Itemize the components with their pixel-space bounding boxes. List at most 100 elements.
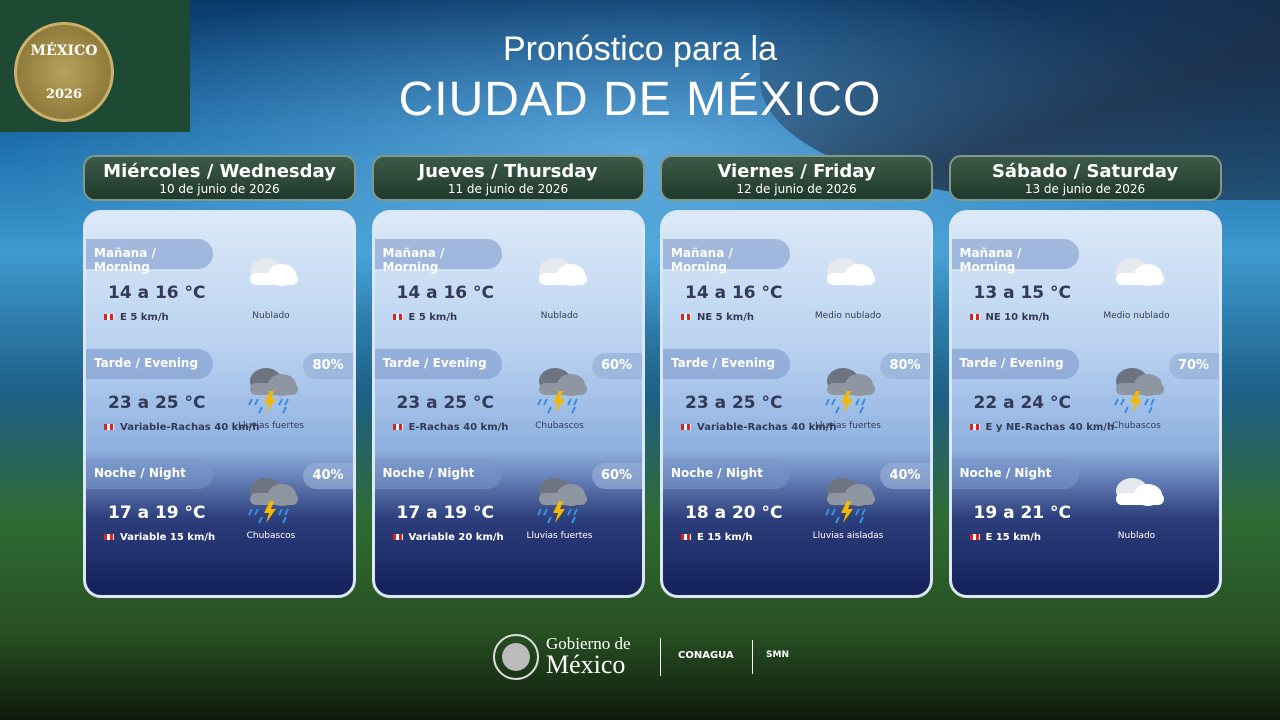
sky-condition: Chubascos: [1112, 421, 1161, 431]
period: Noche / Night 19 a 21 °C E 15 km/h Nublado: [951, 459, 1219, 569]
wind: E y NE-Rachas 40 km/h: [985, 422, 1115, 433]
weather-icon: [538, 258, 587, 286]
wind-row: E 15 km/h: [969, 532, 1042, 543]
seal: [493, 634, 539, 680]
sky-condition: Nublado: [1117, 531, 1156, 541]
title-line1: Pronóstico para la: [502, 30, 778, 68]
temperature: 23 a 25 °C: [108, 393, 206, 413]
wind-sock: [392, 534, 403, 540]
weather-icon: [248, 368, 298, 414]
rain-probability: 40%: [303, 463, 353, 489]
day-name: Jueves / Thursday: [418, 161, 598, 182]
day-header: Jueves / Thursday 11 de junio de 2026: [371, 155, 645, 201]
period: Tarde / Evening 23 a 25 °C Variable-Rachas…: [86, 349, 353, 459]
gov-line1: Gobierno de: [546, 634, 631, 653]
wind-row: E 5 km/h: [392, 312, 457, 323]
period-label: Mañana / Morning: [951, 239, 1079, 274]
temperature: 14 a 16 °C: [685, 283, 783, 303]
wind-row: Variable 20 km/h: [392, 532, 504, 543]
sky-condition: Lluvias fuertes: [815, 421, 881, 431]
weather-icon: [1113, 368, 1164, 414]
period: Noche / Night 18 a 20 °C E 15 km/h Lluvias …: [663, 459, 930, 569]
period-label: Noche / Night: [663, 459, 790, 489]
day-card: Mañana / Morning 14 a 16 °C NE 5 km/h Medio…: [660, 210, 933, 598]
temperature: 23 a 25 °C: [396, 393, 495, 413]
sky-condition: Nublado: [540, 311, 579, 321]
wind-row: E 15 km/h: [681, 532, 753, 543]
temperature: 17 a 19 °C: [108, 503, 206, 523]
wind: NE 5 km/h: [697, 312, 754, 323]
period-label: Mañana / Morning: [663, 239, 790, 274]
sky-condition: Nublado: [252, 311, 290, 321]
wind-row: E 5 km/h: [104, 312, 169, 323]
wind: Variable-Rachas 40 km/h: [697, 422, 837, 433]
logo-emblem: MÉXICO 2026: [14, 22, 114, 122]
wind: Variable-Rachas 40 km/h: [120, 422, 260, 433]
wind-sock: [969, 314, 980, 320]
logo-text: MÉXICO: [30, 43, 98, 59]
rain-probability: 70%: [1168, 353, 1219, 379]
wind-sock: [104, 534, 114, 540]
temperature: 19 a 21 °C: [973, 503, 1072, 523]
wind-row: E y NE-Rachas 40 km/h: [969, 422, 1115, 433]
sky-condition: Lluvias fuertes: [238, 421, 304, 431]
wind-sock: [969, 534, 980, 540]
wind-sock: [681, 314, 691, 320]
wind-sock: [392, 314, 403, 320]
day-name: Viernes / Friday: [717, 161, 876, 182]
wind-sock: [104, 314, 114, 320]
wind-sock: [969, 424, 980, 430]
period: Noche / Night 17 a 19 °C Variable 20 km/h L…: [374, 459, 642, 569]
temperature: 23 a 25 °C: [685, 393, 783, 413]
period-label: Tarde / Evening: [86, 349, 213, 379]
period-label: Tarde / Evening: [663, 349, 790, 379]
temperature: 22 a 24 °C: [973, 393, 1072, 413]
weather-icon: [1115, 478, 1164, 506]
title-line2: CIUDAD DE MÉXICO: [398, 73, 882, 126]
wind: E-Rachas 40 km/h: [408, 422, 509, 433]
period-label: Noche / Night: [951, 459, 1079, 489]
wind-sock: [681, 534, 691, 540]
day-date: 11 de junio de 2026: [447, 182, 569, 196]
temperature: 17 a 19 °C: [396, 503, 495, 523]
period: Mañana / Morning 14 a 16 °C NE 5 km/h Medio…: [663, 239, 930, 349]
period: Mañana / Morning 14 a 16 °C E 5 km/h Nublad…: [374, 239, 642, 349]
divider: [752, 640, 753, 674]
sky-condition: Chubascos: [246, 531, 296, 541]
rain-probability: 80%: [880, 353, 930, 379]
wind-row: E-Rachas 40 km/h: [392, 422, 509, 433]
gov-line2: México: [546, 650, 626, 679]
temperature: 18 a 20 °C: [685, 503, 783, 523]
wind: E 15 km/h: [697, 532, 753, 543]
temperature: 13 a 15 °C: [973, 283, 1072, 303]
period-label: Noche / Night: [374, 459, 502, 489]
wind-row: NE 10 km/h: [969, 312, 1050, 323]
weather-icon: [536, 478, 587, 524]
period-label: Mañana / Morning: [86, 239, 213, 274]
wind: E 15 km/h: [985, 532, 1042, 543]
period-label: Noche / Night: [86, 459, 213, 489]
day-card: Mañana / Morning 13 a 15 °C NE 10 km/h Medi…: [948, 210, 1222, 598]
wind: E 5 km/h: [120, 312, 169, 323]
sky-condition: Lluvias aisladas: [812, 531, 884, 541]
footer: Gobierno de México CONAGUA SMN: [490, 632, 810, 682]
period-label: Tarde / Evening: [374, 349, 502, 379]
wind-sock: [392, 424, 403, 430]
period-label: Tarde / Evening: [951, 349, 1079, 379]
period: Tarde / Evening 23 a 25 °C E-Rachas 40 km/…: [374, 349, 642, 459]
day-date: 12 de junio de 2026: [736, 182, 857, 196]
weather-icon: [825, 368, 875, 414]
logo: MÉXICO 2026: [0, 0, 190, 132]
agency1: CONAGUA: [678, 650, 734, 661]
rain-probability: 40%: [880, 463, 930, 489]
period: Tarde / Evening 23 a 25 °C Variable-Rachas…: [663, 349, 930, 459]
temperature: 14 a 16 °C: [108, 283, 206, 303]
day-date: 10 de junio de 2026: [159, 182, 280, 196]
agency2: SMN: [766, 650, 789, 660]
wind-row: Variable 15 km/h: [104, 532, 215, 543]
wind: NE 10 km/h: [985, 312, 1050, 323]
weather-icon: [825, 478, 875, 524]
logo-year: 2026: [45, 87, 83, 102]
